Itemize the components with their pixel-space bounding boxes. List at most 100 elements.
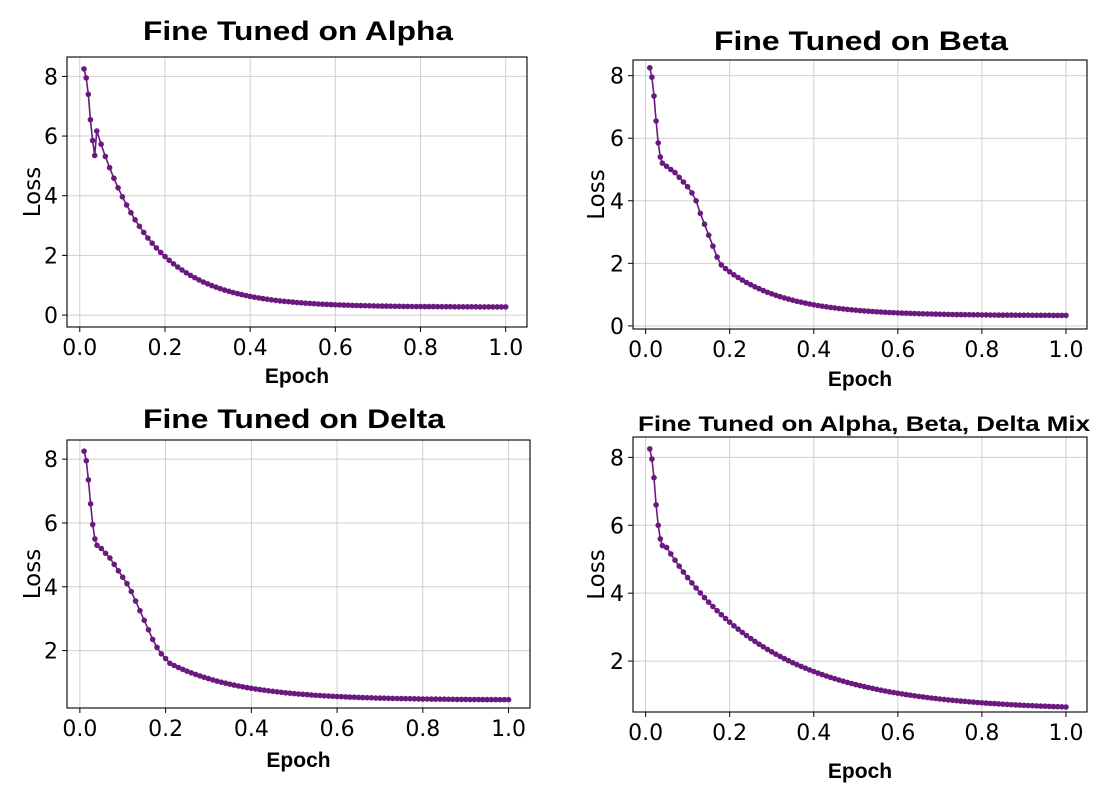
- loss-point: [175, 664, 182, 671]
- x-tick-label: 1.0: [1048, 721, 1083, 746]
- loss-point: [911, 693, 918, 699]
- loss-point: [111, 561, 117, 568]
- loss-point: [991, 312, 998, 318]
- loss-line: [649, 67, 1066, 317]
- loss-point: [439, 303, 445, 310]
- loss-point: [315, 301, 322, 307]
- loss-point: [890, 689, 897, 696]
- loss-point: [188, 670, 195, 676]
- loss-point: [294, 299, 300, 306]
- loss-point: [1008, 312, 1015, 318]
- loss-point: [958, 311, 964, 318]
- loss-point: [1054, 703, 1061, 710]
- loss-point: [693, 198, 699, 204]
- loss-point: [247, 293, 253, 300]
- plot-frame: [66, 56, 528, 328]
- loss-point: [1038, 312, 1044, 319]
- loss-point: [240, 684, 246, 690]
- loss-point: [920, 694, 926, 700]
- loss-point: [204, 281, 211, 287]
- loss-point: [209, 282, 215, 289]
- loss-point: [916, 310, 922, 317]
- loss-point: [107, 555, 113, 561]
- loss-point: [94, 542, 100, 549]
- loss-point: [83, 75, 89, 81]
- loss-point: [157, 249, 164, 256]
- loss-point: [844, 306, 851, 313]
- loss-point: [375, 303, 381, 309]
- loss-point: [330, 693, 336, 700]
- loss-point: [394, 695, 400, 702]
- loss-point: [441, 696, 448, 702]
- loss-point: [653, 502, 659, 508]
- loss-point: [710, 243, 716, 249]
- loss-point: [701, 594, 708, 601]
- loss-point: [278, 689, 285, 696]
- loss-point: [1038, 703, 1044, 709]
- loss-point: [861, 683, 867, 690]
- loss-point: [710, 603, 716, 610]
- loss-point: [653, 118, 659, 124]
- loss-point: [409, 303, 415, 310]
- loss-point: [1046, 312, 1052, 319]
- loss-point: [426, 303, 432, 310]
- y-tick-label: 8: [44, 448, 58, 473]
- loss-point: [937, 696, 943, 702]
- loss-point: [735, 626, 741, 632]
- loss-point: [932, 695, 939, 702]
- loss-point: [743, 279, 750, 286]
- loss-point: [1063, 704, 1069, 710]
- loss-point: [304, 691, 310, 698]
- loss-point: [213, 284, 219, 291]
- loss-point: [705, 599, 712, 605]
- loss-point: [324, 301, 330, 308]
- loss-point: [739, 277, 746, 283]
- x-tick-label: 0.8: [405, 717, 440, 742]
- loss-point: [949, 697, 956, 704]
- loss-point: [85, 91, 92, 98]
- loss-point: [693, 585, 699, 591]
- loss-point: [819, 671, 825, 678]
- x-tick-label: 0.2: [147, 336, 182, 361]
- loss-point: [424, 696, 430, 702]
- loss-point: [945, 311, 952, 318]
- loss-point: [183, 270, 190, 276]
- loss-point: [697, 210, 704, 217]
- y-tick-label: 4: [610, 582, 624, 607]
- x-tick-label: 0.0: [628, 721, 663, 746]
- loss-point: [659, 542, 666, 549]
- loss-point: [368, 695, 375, 701]
- loss-point: [111, 175, 117, 181]
- loss-point: [268, 297, 275, 303]
- loss-point: [836, 677, 842, 683]
- loss-point: [81, 448, 87, 455]
- loss-point: [85, 477, 92, 483]
- loss-point: [252, 686, 259, 692]
- loss-point: [924, 311, 931, 317]
- x-tick-label: 0.2: [712, 338, 747, 363]
- loss-point: [941, 696, 947, 703]
- loss-point: [676, 174, 682, 181]
- loss-point: [210, 677, 216, 683]
- loss-point: [857, 307, 863, 314]
- loss-point: [962, 311, 968, 318]
- loss-point: [731, 623, 737, 629]
- loss-point: [347, 694, 353, 700]
- loss-point: [1021, 702, 1027, 709]
- loss-point: [655, 140, 661, 146]
- loss-point: [413, 303, 420, 310]
- loss-point: [379, 303, 386, 309]
- loss-point: [328, 301, 334, 308]
- loss-point: [136, 223, 143, 230]
- plot-frame: [66, 439, 531, 709]
- loss-point: [287, 690, 293, 696]
- loss-point: [848, 680, 855, 687]
- loss-point: [840, 678, 846, 684]
- loss-point: [464, 304, 471, 310]
- loss-point: [798, 663, 804, 670]
- loss-point: [451, 304, 458, 310]
- loss-point: [747, 635, 754, 642]
- loss-point: [1025, 312, 1031, 319]
- loss-point: [400, 303, 407, 310]
- loss-point: [98, 545, 105, 552]
